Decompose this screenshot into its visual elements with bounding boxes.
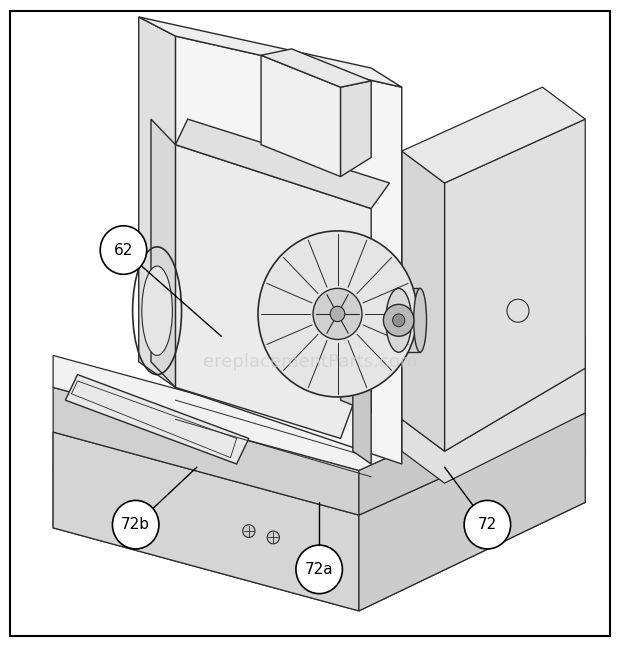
Polygon shape — [359, 368, 585, 515]
Polygon shape — [261, 49, 371, 87]
Circle shape — [242, 525, 255, 538]
Ellipse shape — [414, 289, 427, 352]
Polygon shape — [151, 119, 175, 388]
Polygon shape — [53, 388, 359, 515]
Polygon shape — [175, 145, 371, 439]
Polygon shape — [53, 413, 585, 553]
Circle shape — [296, 545, 342, 594]
Text: 72: 72 — [478, 517, 497, 532]
Polygon shape — [402, 87, 585, 183]
Circle shape — [112, 500, 159, 549]
Polygon shape — [340, 81, 371, 177]
Polygon shape — [402, 151, 445, 451]
Polygon shape — [175, 119, 389, 208]
Polygon shape — [53, 432, 359, 611]
Polygon shape — [445, 119, 585, 451]
Polygon shape — [139, 17, 402, 87]
Polygon shape — [53, 336, 585, 470]
Polygon shape — [261, 55, 340, 177]
Polygon shape — [65, 375, 249, 464]
Circle shape — [267, 531, 280, 544]
Polygon shape — [386, 289, 420, 352]
Polygon shape — [340, 355, 371, 413]
Circle shape — [313, 289, 362, 340]
Circle shape — [464, 500, 511, 549]
Circle shape — [392, 314, 405, 327]
Circle shape — [383, 304, 414, 336]
Ellipse shape — [386, 289, 412, 352]
Polygon shape — [359, 413, 585, 611]
Text: 72b: 72b — [121, 517, 150, 532]
Polygon shape — [175, 36, 402, 464]
Ellipse shape — [142, 266, 172, 355]
Circle shape — [100, 226, 147, 274]
Polygon shape — [53, 451, 585, 611]
FancyBboxPatch shape — [11, 10, 609, 637]
Circle shape — [330, 306, 345, 322]
Circle shape — [258, 231, 417, 397]
Text: ereplacementParts.com: ereplacementParts.com — [203, 353, 417, 371]
Polygon shape — [402, 368, 585, 483]
Text: 62: 62 — [113, 243, 133, 258]
Polygon shape — [139, 17, 175, 388]
Polygon shape — [353, 355, 371, 464]
Circle shape — [507, 299, 529, 322]
Text: 72a: 72a — [305, 562, 334, 577]
